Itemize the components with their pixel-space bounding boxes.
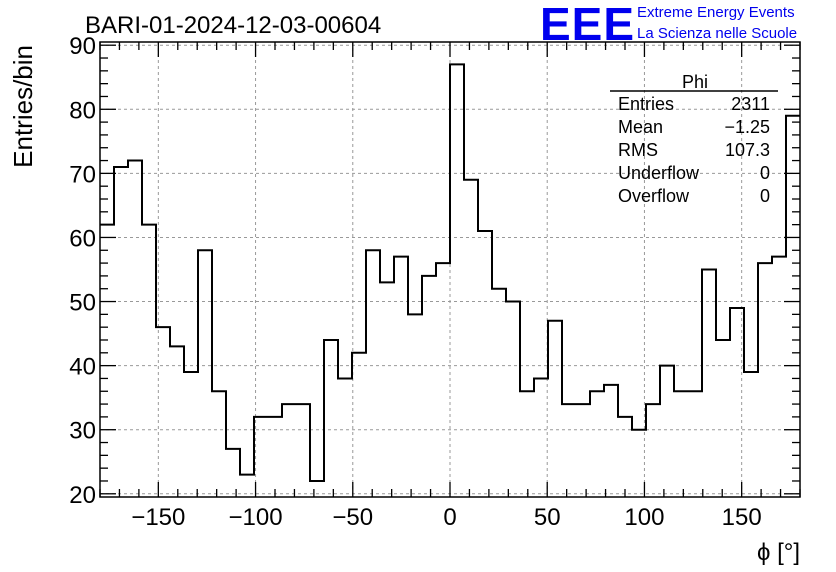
y-tick-label: 30 xyxy=(69,418,96,445)
y-tick-label: 70 xyxy=(69,161,96,188)
stats-value-mean: −1.25 xyxy=(724,117,770,137)
stats-value-rms: 107.3 xyxy=(725,140,770,160)
x-tick-label: −150 xyxy=(131,504,185,531)
y-tick-label: 50 xyxy=(69,290,96,317)
stats-label-underflow: Underflow xyxy=(618,163,700,183)
stats-value-overflow: 0 xyxy=(760,186,770,206)
x-tick-label: 0 xyxy=(443,504,456,531)
stats-label-mean: Mean xyxy=(618,117,663,137)
x-tick-label: 100 xyxy=(624,504,664,531)
y-tick-label: 20 xyxy=(69,482,96,509)
stats-value-underflow: 0 xyxy=(760,163,770,183)
stats-label-rms: RMS xyxy=(618,140,658,160)
eee-logo: EEE xyxy=(540,0,636,50)
stats-box: Phi Entries 2311 Mean −1.25 RMS 107.3 Un… xyxy=(610,72,778,206)
stats-value-entries: 2311 xyxy=(731,94,770,114)
x-tick-label: −50 xyxy=(332,504,373,531)
y-tick-label: 60 xyxy=(69,225,96,252)
stats-label-entries: Entries xyxy=(618,94,674,114)
y-tick-label: 40 xyxy=(69,354,96,381)
y-tick-label: 90 xyxy=(69,33,96,60)
axis-ticks xyxy=(99,42,801,497)
y-tick-label: 80 xyxy=(69,97,96,124)
logo-line-1: Extreme Energy Events xyxy=(637,4,795,21)
y-axis-label: Entries/bin xyxy=(8,45,38,168)
stats-label-overflow: Overflow xyxy=(618,186,690,206)
x-tick-label: 150 xyxy=(722,504,762,531)
axis-tick-labels: −150 −100 −50 0 50 100 150 20 30 40 50 60 70 80 90 xyxy=(69,33,761,531)
histogram-series-line xyxy=(100,63,800,482)
stats-title: Phi xyxy=(682,72,708,92)
x-tick-label: −100 xyxy=(229,504,283,531)
x-tick-label: 50 xyxy=(534,504,561,531)
logo-line-2: La Scienza nelle Scuole xyxy=(637,25,798,42)
chart-title: BARI-01-2024-12-03-00604 xyxy=(85,12,381,39)
x-axis-label: ϕ [°] xyxy=(757,539,800,566)
